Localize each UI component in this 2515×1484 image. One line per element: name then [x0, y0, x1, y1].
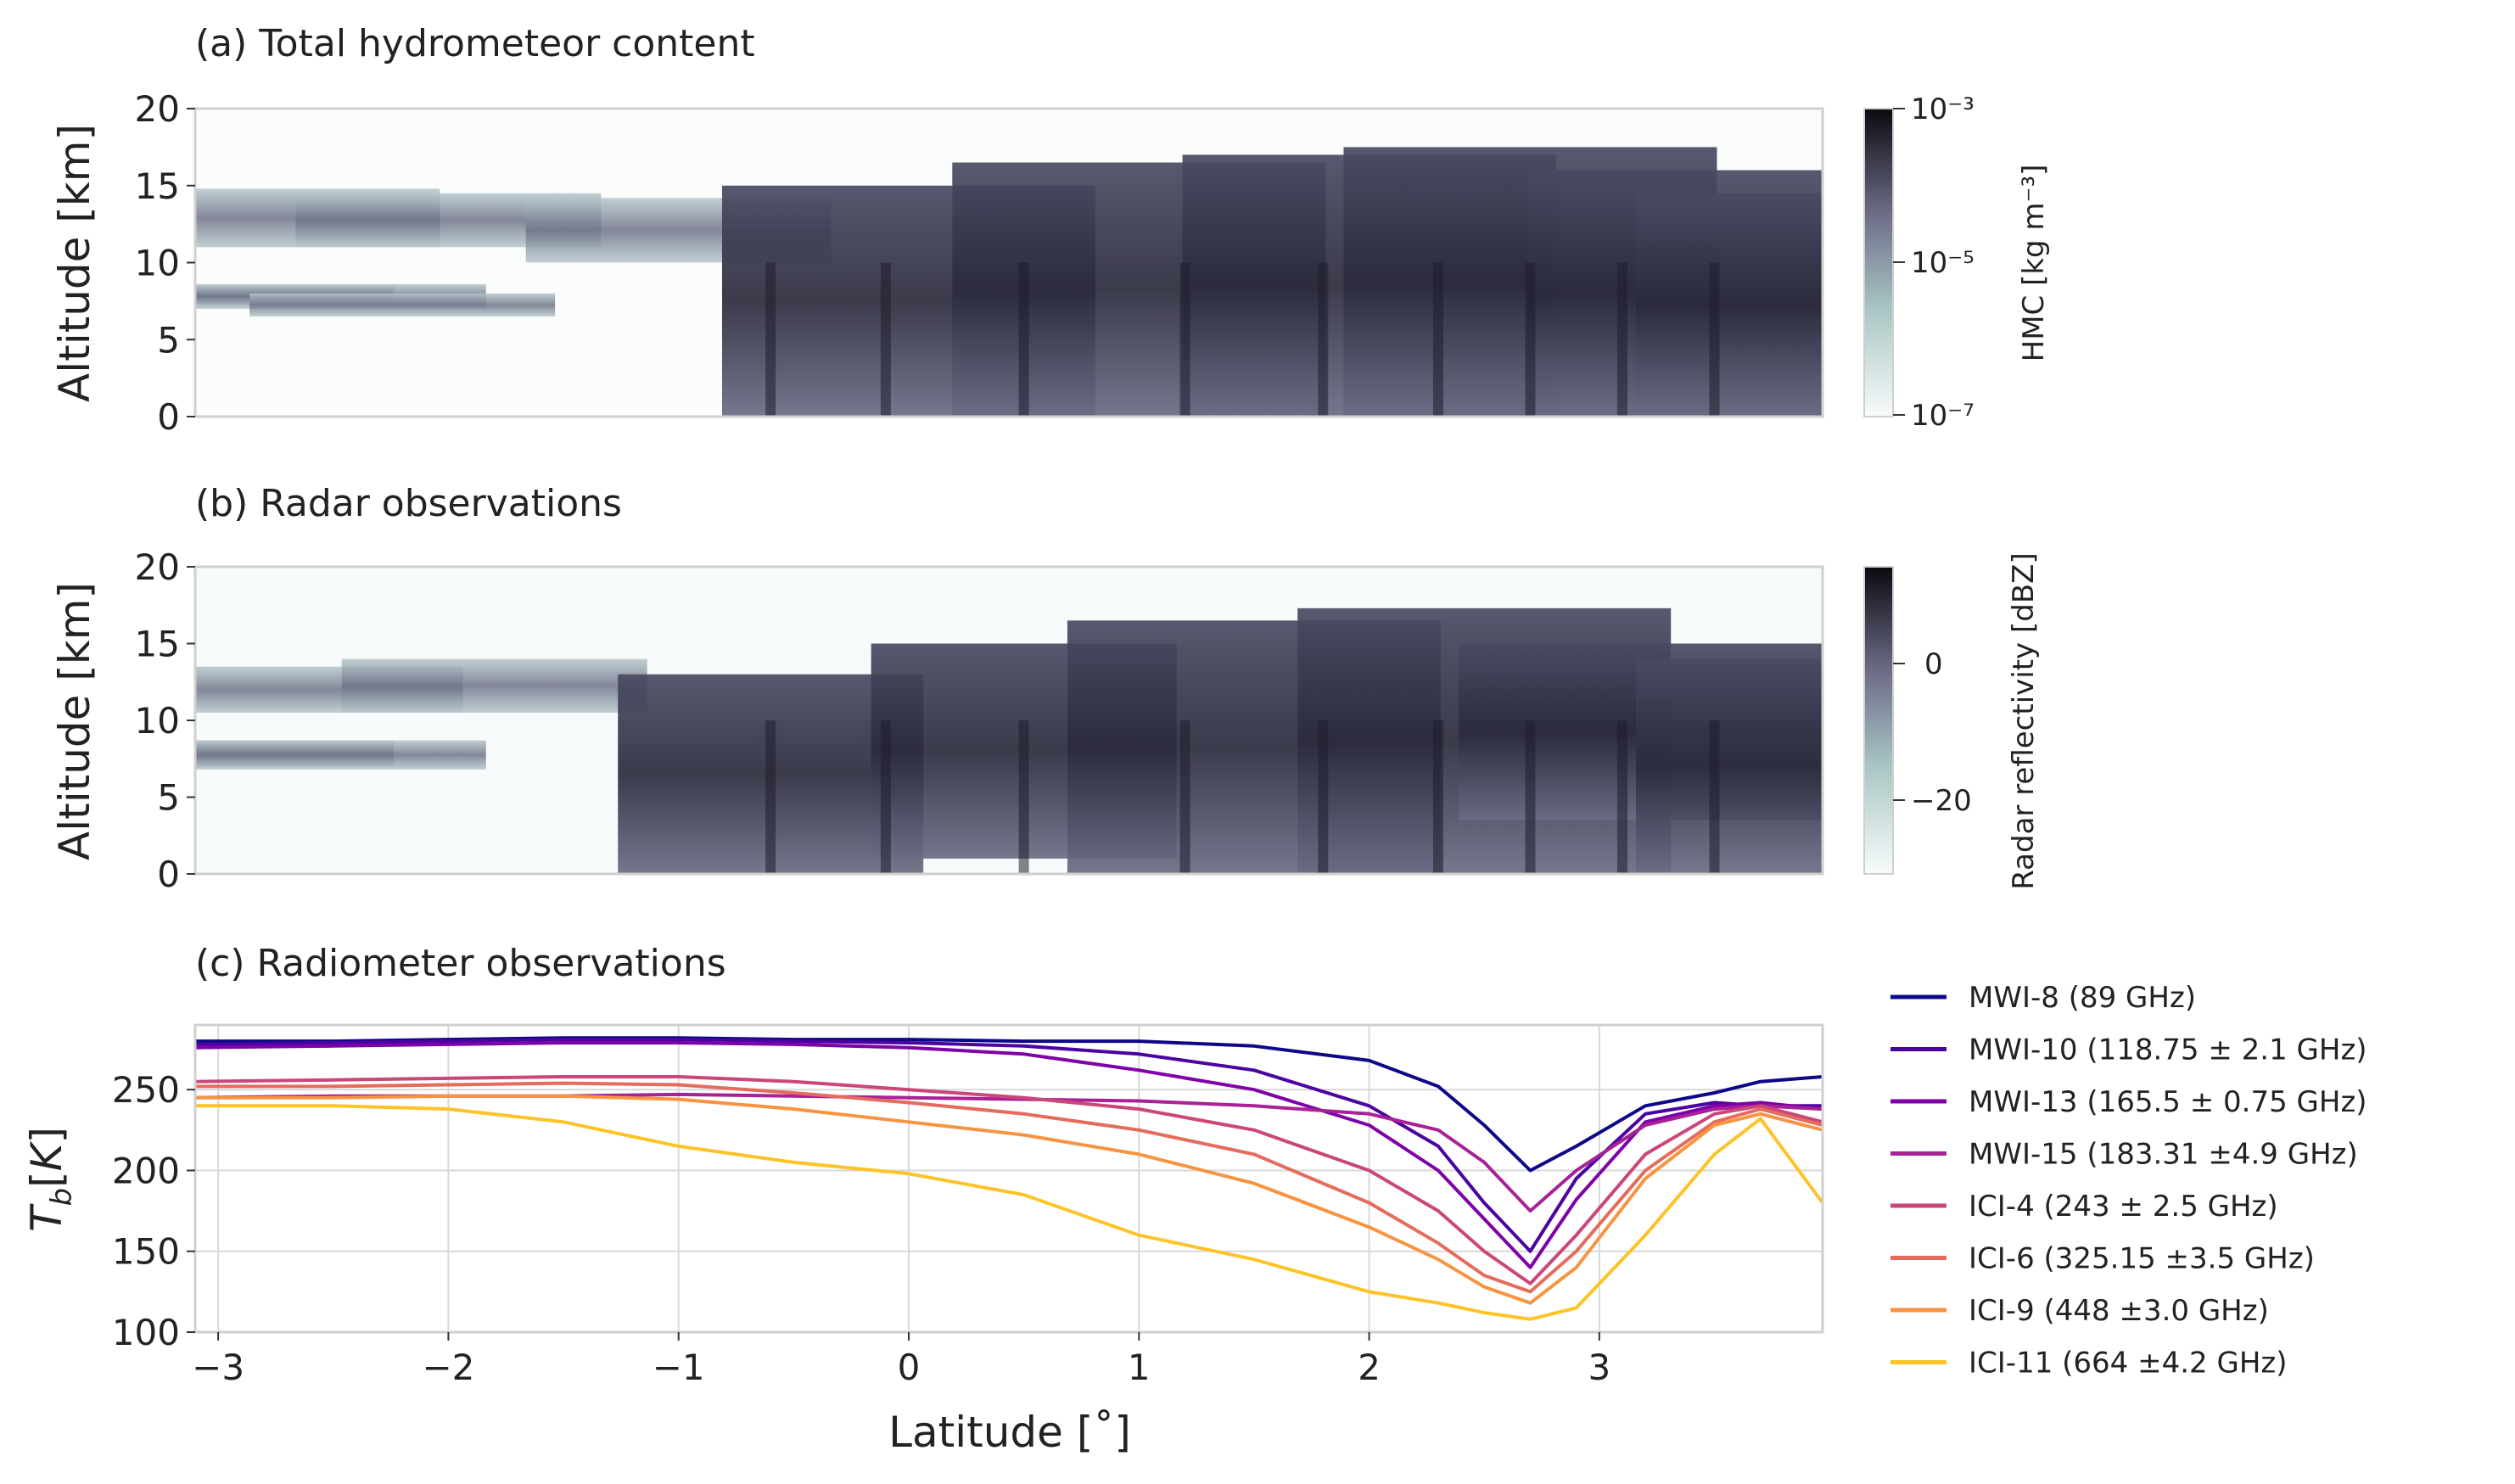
panel-b: (b) Radar observations 0 5 10 15 20 Altitude… — [50, 482, 2041, 895]
panel-b-title: (b) Radar observations — [195, 482, 622, 525]
convective-streak — [1318, 262, 1329, 417]
legend: MWI-8 (89 GHz) MWI-10 (118.75 ± 2.1 GHz) M… — [1890, 981, 2367, 1380]
ytick-label: 5 — [157, 777, 180, 819]
ytick-label: 0 — [157, 854, 180, 895]
legend-label: MWI-8 (89 GHz) — [1969, 981, 2196, 1015]
hmc-tick-top: 10⁻³ — [1911, 92, 1974, 126]
ytick-label: 5 — [157, 319, 180, 361]
legend-label: ICI-4 (243 ± 2.5 GHz) — [1969, 1190, 2278, 1224]
convective-streak — [880, 262, 891, 417]
reflectivity-colorbar — [1863, 566, 1894, 875]
series-line — [195, 1094, 1823, 1305]
convective-streak — [1179, 262, 1190, 417]
hmc-colorbar — [1863, 108, 1894, 417]
cloud-region — [1636, 658, 1823, 874]
cloud-region — [341, 658, 647, 713]
xtick-label: 1 — [1128, 1347, 1151, 1388]
panel-c-ylabel: Tb[K] — [22, 1127, 79, 1232]
ytick-label: 200 — [112, 1150, 180, 1191]
series-line — [195, 1104, 1823, 1321]
ytick-label: 100 — [112, 1312, 180, 1353]
xtick-label: −1 — [653, 1347, 705, 1388]
panel-c-frame — [193, 1023, 1824, 1334]
dbz-tick-minus20: −20 — [1911, 784, 1972, 818]
cloud-region — [195, 740, 486, 770]
convective-streak — [1709, 262, 1720, 417]
convective-streak — [1318, 720, 1329, 874]
ytick-label: 20 — [135, 88, 180, 130]
panel-a: (a) Total hydrometeor content 0 5 10 15 20 A… — [50, 22, 2051, 438]
convective-streak — [1432, 720, 1443, 874]
panel-a-ylabel: Altitude [km] — [50, 124, 99, 402]
panel-c-xlabel: Latitude [˚] — [888, 1408, 1131, 1457]
hmc-tick-mid: 10⁻⁵ — [1911, 246, 1974, 280]
ytick-label: 15 — [135, 624, 180, 665]
ytick-label: 250 — [112, 1069, 180, 1111]
ytick-label: 10 — [135, 700, 180, 742]
legend-label: MWI-15 (183.31 ±4.9 GHz) — [1969, 1138, 2358, 1172]
panel-a-title: (a) Total hydrometeor content — [195, 22, 755, 65]
convective-streak — [1709, 720, 1720, 874]
cloud-region — [249, 293, 556, 317]
legend-label: ICI-6 (325.15 ±3.5 GHz) — [1969, 1242, 2315, 1276]
convective-streak — [1616, 262, 1627, 417]
reflectivity-field — [195, 567, 1823, 874]
convective-streak — [1432, 262, 1443, 417]
convective-streak — [1525, 720, 1536, 874]
series-line — [195, 1081, 1823, 1294]
convective-streak — [765, 262, 776, 417]
series-line — [195, 1075, 1823, 1285]
legend-label: ICI-9 (448 ±3.0 GHz) — [1969, 1294, 2269, 1328]
legend-label: MWI-10 (118.75 ± 2.1 GHz) — [1969, 1033, 2367, 1067]
panel-c: (c) Radiometer observations −3 −2 −1 0 1 2 3 10… — [22, 942, 2367, 1457]
convective-streak — [1018, 262, 1029, 417]
convective-streak — [1018, 720, 1029, 874]
xtick-label: 3 — [1588, 1347, 1610, 1388]
xtick-label: 2 — [1358, 1347, 1381, 1388]
xtick-label: −3 — [192, 1347, 244, 1388]
ytick-label: 15 — [135, 165, 180, 207]
cloud-region — [1636, 193, 1823, 417]
hmc-colorbar-label: HMC [kg m⁻³] — [2017, 165, 2051, 362]
hmc-field — [195, 109, 1823, 417]
convective-streak — [1525, 262, 1536, 417]
xtick-label: −2 — [422, 1347, 474, 1388]
ytick-label: 10 — [135, 243, 180, 284]
convective-streak — [1179, 720, 1190, 874]
convective-streak — [1616, 720, 1627, 874]
ytick-label: 0 — [157, 396, 180, 438]
series-line — [195, 1041, 1823, 1269]
dbz-tick-0: 0 — [1924, 647, 1943, 681]
series-line — [195, 1038, 1823, 1253]
xtick-label: 0 — [898, 1347, 921, 1388]
ytick-label: 150 — [112, 1231, 180, 1273]
convective-streak — [765, 720, 776, 874]
hmc-tick-bottom: 10⁻⁷ — [1911, 399, 1974, 433]
convective-streak — [880, 720, 891, 874]
ytick-label: 20 — [135, 546, 180, 588]
reflectivity-colorbar-label: Radar reflectivity [dBZ] — [2007, 552, 2041, 889]
legend-label: ICI-11 (664 ±4.2 GHz) — [1969, 1347, 2288, 1380]
panel-c-title: (c) Radiometer observations — [195, 942, 726, 985]
panel-b-ylabel: Altitude [km] — [50, 582, 99, 860]
legend-label: MWI-13 (165.5 ± 0.75 GHz) — [1969, 1085, 2367, 1119]
